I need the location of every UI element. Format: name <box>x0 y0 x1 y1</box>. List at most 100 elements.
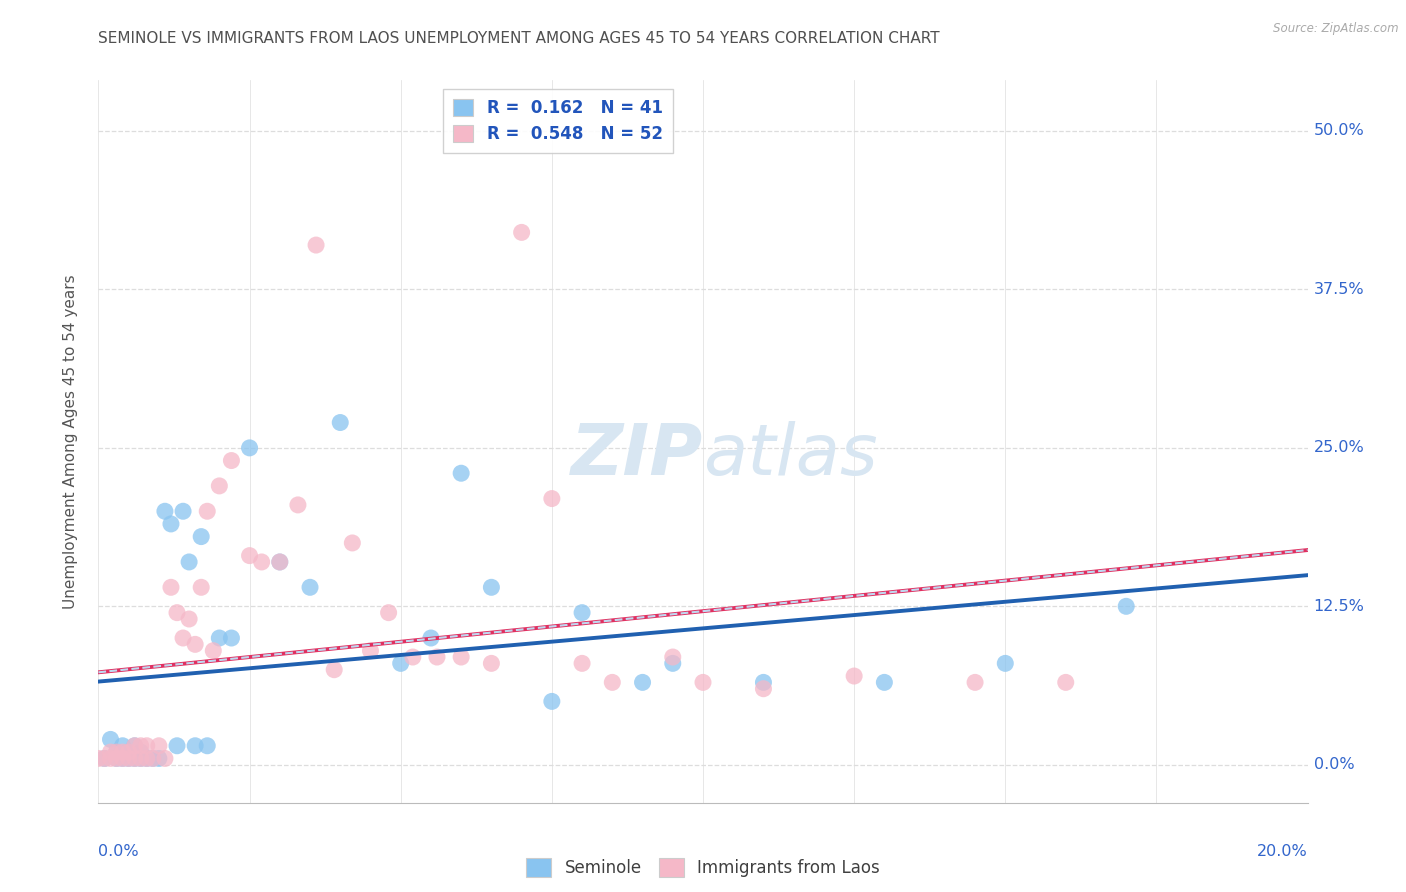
Point <box>172 631 194 645</box>
Point <box>190 580 212 594</box>
Text: 50.0%: 50.0% <box>1313 123 1364 138</box>
Point <box>124 751 146 765</box>
Point <box>177 612 201 626</box>
Point <box>153 751 176 765</box>
Point <box>100 732 122 747</box>
Point <box>160 580 183 594</box>
Text: Source: ZipAtlas.com: Source: ZipAtlas.com <box>1274 22 1399 36</box>
Text: ZIP: ZIP <box>571 422 703 491</box>
Point <box>129 745 152 759</box>
Point <box>287 498 309 512</box>
Point <box>105 745 128 759</box>
Point <box>844 669 866 683</box>
Point <box>305 238 328 252</box>
Point <box>93 751 115 765</box>
Point <box>994 657 1017 671</box>
Point <box>129 751 152 765</box>
Point <box>481 580 503 594</box>
Point <box>377 606 399 620</box>
Point <box>873 675 896 690</box>
Point <box>342 536 364 550</box>
Point <box>1115 599 1137 614</box>
Point <box>100 745 122 759</box>
Point <box>208 479 231 493</box>
Point <box>118 745 141 759</box>
Point <box>166 739 188 753</box>
Point <box>450 467 472 481</box>
Point <box>166 606 188 620</box>
Point <box>1054 675 1077 690</box>
Point <box>111 745 134 759</box>
Point <box>239 441 262 455</box>
Point <box>184 739 207 753</box>
Point <box>160 516 183 531</box>
Point <box>142 751 165 765</box>
Point <box>184 637 207 651</box>
Point <box>389 657 412 671</box>
Point <box>142 751 165 765</box>
Point <box>965 675 987 690</box>
Point <box>124 751 146 765</box>
Point <box>571 606 593 620</box>
Text: 0.0%: 0.0% <box>1313 757 1354 772</box>
Point <box>118 751 141 765</box>
Text: SEMINOLE VS IMMIGRANTS FROM LAOS UNEMPLOYMENT AMONG AGES 45 TO 54 YEARS CORRELAT: SEMINOLE VS IMMIGRANTS FROM LAOS UNEMPLO… <box>98 31 941 46</box>
Point <box>100 751 122 765</box>
Point <box>402 650 425 665</box>
Text: 20.0%: 20.0% <box>1257 845 1308 859</box>
Point <box>129 751 152 765</box>
Point <box>172 504 194 518</box>
Point <box>177 555 201 569</box>
Legend: R =  0.162   N = 41, R =  0.548   N = 52: R = 0.162 N = 41, R = 0.548 N = 52 <box>443 88 672 153</box>
Point <box>299 580 322 594</box>
Point <box>195 739 218 753</box>
Point <box>450 650 472 665</box>
Text: 12.5%: 12.5% <box>1313 599 1364 614</box>
Point <box>105 751 128 765</box>
Point <box>111 739 134 753</box>
Point <box>510 226 533 240</box>
Point <box>752 681 775 696</box>
Point <box>269 555 291 569</box>
Point <box>195 504 218 518</box>
Point <box>269 555 291 569</box>
Point <box>661 650 683 665</box>
Point <box>124 739 146 753</box>
Point <box>571 657 593 671</box>
Point <box>118 745 141 759</box>
Point <box>426 650 449 665</box>
Point <box>135 751 157 765</box>
Text: 37.5%: 37.5% <box>1313 282 1364 297</box>
Point <box>190 530 212 544</box>
Point <box>111 751 134 765</box>
Point <box>540 694 562 708</box>
Point <box>661 657 683 671</box>
Point <box>323 663 346 677</box>
Point <box>87 751 110 765</box>
Legend: Seminole, Immigrants from Laos: Seminole, Immigrants from Laos <box>520 852 886 884</box>
Point <box>148 739 170 753</box>
Point <box>540 491 562 506</box>
Point <box>105 745 128 759</box>
Point <box>135 751 157 765</box>
Text: atlas: atlas <box>703 422 877 491</box>
Point <box>360 643 382 657</box>
Point <box>129 739 152 753</box>
Text: 0.0%: 0.0% <box>98 845 139 859</box>
Point <box>692 675 714 690</box>
Point <box>93 751 115 765</box>
Point <box>419 631 441 645</box>
Point <box>111 751 134 765</box>
Point <box>105 751 128 765</box>
Point <box>752 675 775 690</box>
Point <box>208 631 231 645</box>
Point <box>124 739 146 753</box>
Point <box>221 631 243 645</box>
Point <box>481 657 503 671</box>
Y-axis label: Unemployment Among Ages 45 to 54 years: Unemployment Among Ages 45 to 54 years <box>63 274 77 609</box>
Point <box>250 555 273 569</box>
Point <box>239 549 262 563</box>
Point <box>202 643 225 657</box>
Point <box>221 453 243 467</box>
Point <box>118 751 141 765</box>
